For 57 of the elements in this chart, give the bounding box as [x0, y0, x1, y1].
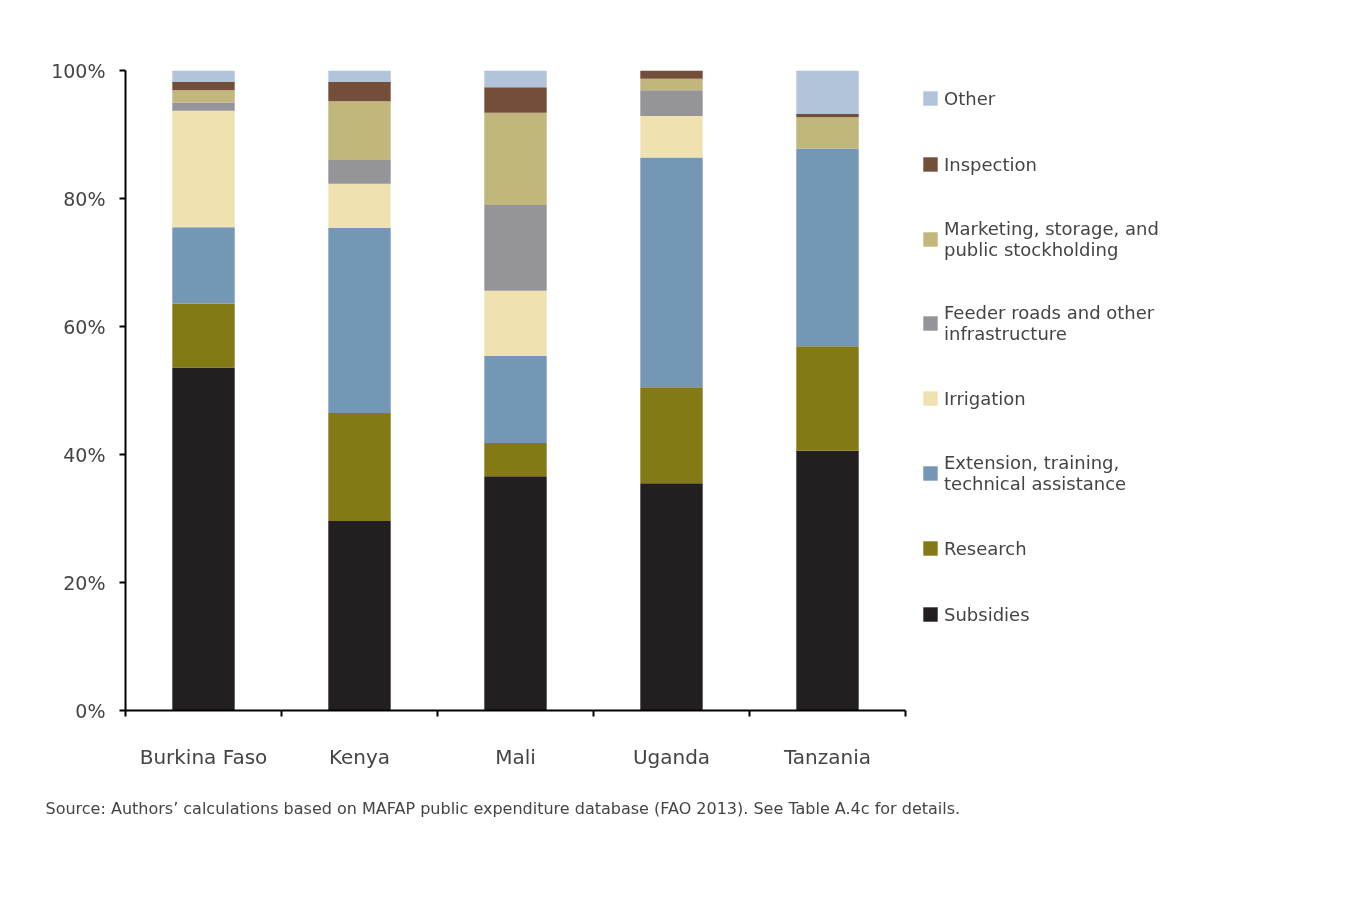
bar [484, 87, 547, 113]
legend-label: Irrigation [944, 386, 1026, 410]
legend-label: Other [944, 86, 996, 110]
bar [328, 412, 391, 522]
bar [796, 114, 859, 118]
bar [328, 183, 391, 228]
bar [484, 290, 547, 356]
bar [484, 355, 547, 443]
legend-label: Subsidies [944, 602, 1030, 626]
x-tick-label: Mali [495, 744, 536, 769]
bar [640, 387, 703, 484]
bar [796, 70, 859, 115]
bar [172, 367, 235, 711]
bar [328, 227, 391, 413]
legend-label: Research [944, 536, 1027, 560]
y-tick-label: 80% [63, 187, 106, 210]
x-tick-label: Kenya [328, 744, 391, 769]
bar [328, 82, 391, 102]
bar [640, 90, 703, 116]
x-tick-label: Uganda [632, 744, 711, 769]
bar [172, 110, 235, 228]
bar [640, 157, 703, 388]
legend-label: Marketing, storage, and public stockholding [944, 218, 1159, 260]
bar [640, 115, 703, 158]
bar [484, 442, 547, 477]
bar [328, 70, 391, 83]
bar [640, 483, 703, 711]
bar [172, 90, 235, 103]
bar [328, 101, 391, 161]
bar [328, 160, 391, 184]
bar [640, 78, 703, 91]
bar [796, 117, 859, 149]
y-tick-label: 40% [63, 443, 106, 466]
x-tick-label: Tanzania [782, 744, 872, 769]
bar [796, 450, 859, 711]
bar [796, 148, 859, 347]
bar [172, 102, 235, 111]
y-tick-label: 0% [75, 699, 106, 722]
bar [640, 70, 703, 79]
legend-label: Inspection [944, 152, 1037, 176]
legend-label: Extension, training, technical assistance [944, 452, 1127, 494]
x-tick-label: Burkina Faso [139, 744, 268, 769]
bar [796, 346, 859, 451]
legend-label: Feeder roads and other infrastructure [944, 302, 1155, 344]
bar [172, 227, 235, 304]
bar [484, 112, 547, 205]
bar [172, 303, 235, 368]
bar [484, 476, 547, 711]
bar [172, 82, 235, 91]
bar [484, 70, 547, 88]
bar [172, 70, 235, 83]
source-note: Source: Authors’ calculations based on MAFAP public expenditure database (FAO 2013). See Table A.4c for details. [45, 798, 961, 818]
y-tick-label: 60% [63, 315, 106, 338]
y-tick-label: 20% [63, 571, 106, 594]
bar [484, 204, 547, 291]
y-tick-label: 100% [51, 59, 106, 82]
bar [328, 521, 391, 711]
